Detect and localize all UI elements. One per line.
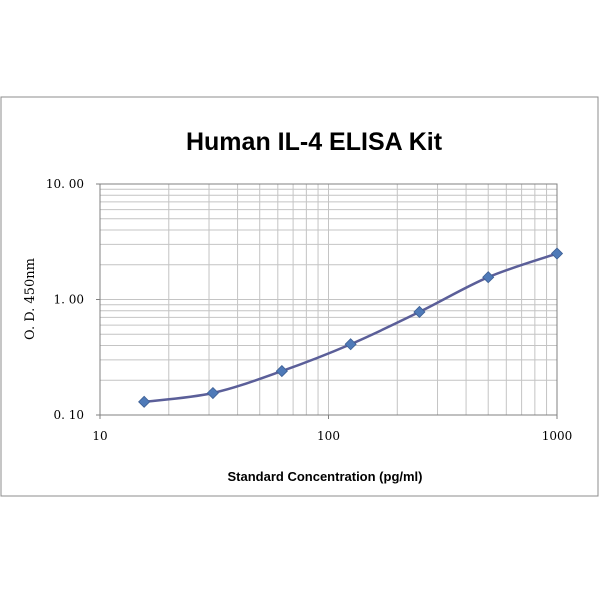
data-series	[138, 247, 564, 408]
x-tick-label: 1000	[542, 429, 573, 443]
y-tick-label: 10. 00	[46, 177, 84, 191]
y-axis-label: O. D. 450nm	[23, 258, 38, 340]
x-axis-label: Standard Concentration (pg/ml)	[228, 469, 423, 484]
tick-labels: 10 100 1000 0. 10 1. 00 10. 00	[46, 177, 572, 443]
y-tick-label: 1. 00	[53, 293, 84, 307]
y-tick-label: 0. 10	[53, 408, 84, 422]
data-point	[275, 365, 288, 378]
data-point	[550, 247, 564, 260]
data-point	[344, 338, 357, 351]
data-point	[138, 395, 151, 408]
x-tick-label: 10	[92, 429, 107, 443]
data-point	[206, 386, 219, 400]
chart-border	[0, 96, 599, 497]
chart-title: Human IL-4 ELISA Kit	[186, 128, 443, 156]
x-tick-label: 100	[317, 429, 340, 443]
grid-lines	[100, 184, 557, 415]
data-point	[482, 271, 495, 284]
data-point	[413, 305, 426, 319]
